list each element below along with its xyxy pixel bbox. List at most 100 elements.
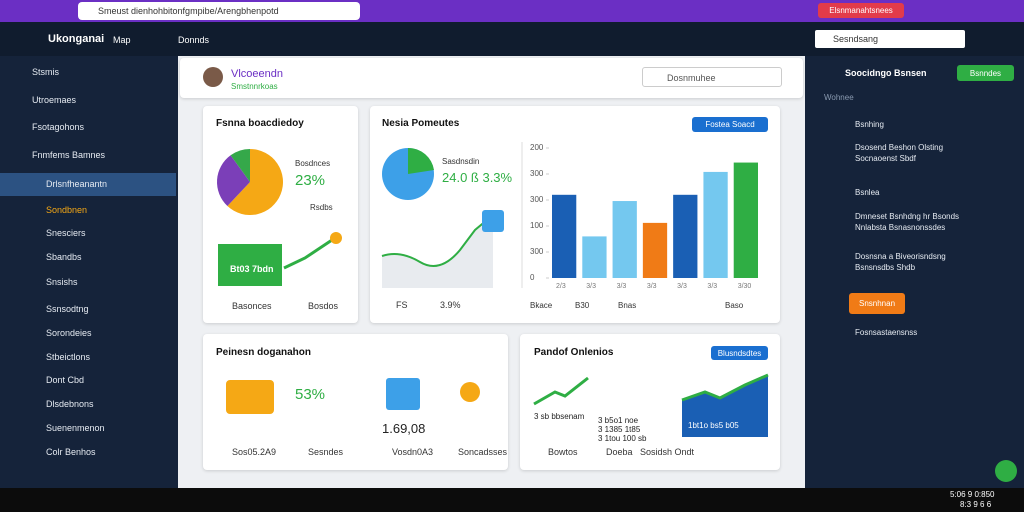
y-tick-label: 0 xyxy=(530,273,535,282)
label: Soncadsses xyxy=(458,447,508,457)
button[interactable]: Fostea Soacd xyxy=(692,117,768,132)
label: 23% xyxy=(295,172,326,189)
label: Basonces xyxy=(232,301,272,311)
nav-item[interactable]: Dlsdebnons xyxy=(46,399,94,409)
x-tick-label: 3/30 xyxy=(737,283,752,290)
label: FS xyxy=(396,300,408,310)
nav-item[interactable]: Sorondeies xyxy=(46,328,92,338)
nav-item[interactable]: Sondbnen xyxy=(46,205,88,215)
profile-search[interactable]: Dosnmuhee xyxy=(642,67,782,87)
y-tick-label: 200 xyxy=(530,143,544,152)
label: 24.0 ß 3.3% xyxy=(442,170,513,185)
label: 1bt1o bs5 b05 xyxy=(688,421,739,430)
area xyxy=(682,375,768,437)
x-tick-label: 3/3 xyxy=(646,283,657,290)
logo: Ukonganai xyxy=(48,33,105,45)
menu[interactable]: Map xyxy=(113,35,131,45)
profile-bar xyxy=(180,58,803,98)
panel-item[interactable]: Dmneset Bsnhdng hr Bsonds xyxy=(855,212,960,221)
button[interactable]: Snsnhnan xyxy=(849,293,905,314)
profile-subtitle: Smstnnrkoas xyxy=(231,82,278,91)
card-title: Fsnna boacdiedoy xyxy=(216,118,304,129)
label: 1.69,08 xyxy=(382,421,426,436)
button[interactable]: Blusndsdtes xyxy=(711,346,768,360)
donut-part xyxy=(408,147,434,174)
label: Rsdbs xyxy=(310,203,333,212)
profile-name: Vlcoeendn xyxy=(231,68,283,80)
legend: Bnas xyxy=(618,301,637,310)
bar xyxy=(612,201,637,278)
right-panel xyxy=(805,56,1024,488)
legend: Baso xyxy=(725,301,744,310)
label: Bosdos xyxy=(308,301,339,311)
coin xyxy=(330,232,342,244)
label: 3 b5o1 noe xyxy=(598,416,639,425)
y-tick-label: 300 xyxy=(530,247,544,256)
line xyxy=(533,376,589,406)
nav-item[interactable]: Fnmfems Bamnes xyxy=(32,150,106,160)
bar xyxy=(552,194,577,278)
panel-item[interactable]: Nnlabsta Bsnasnonssdes xyxy=(855,223,946,232)
nav-item[interactable]: Fsotagohons xyxy=(32,122,85,132)
window-icon xyxy=(386,378,420,410)
label: Wohnee xyxy=(824,93,854,102)
panel-item[interactable]: Bsnhing xyxy=(855,120,884,129)
tab[interactable]: Smeust dienhohbitonfgmpibe/Arengbhenpotd xyxy=(78,2,360,20)
nav-item[interactable]: Dont Cbd xyxy=(46,375,85,385)
nav-item[interactable]: Colr Benhos xyxy=(46,447,96,457)
x-tick-label: 2/3 xyxy=(556,283,566,290)
nav-item[interactable]: Suenenmenon xyxy=(46,423,105,433)
panel-item[interactable]: Fosnsastaensnss xyxy=(855,328,918,337)
active-row xyxy=(0,173,176,196)
label: Vosdn0A3 xyxy=(392,447,434,457)
panel-item[interactable]: Dsosend Beshon Olsting xyxy=(855,143,944,152)
label: 3 1tou 100 sb xyxy=(598,434,647,443)
label: 8:3 9 6 6 xyxy=(960,500,992,509)
panel-item[interactable]: Bsnlea xyxy=(855,188,880,197)
card xyxy=(203,106,358,323)
y-tick-label: 100 xyxy=(530,221,544,230)
nav-item[interactable]: Utroemaes xyxy=(32,95,77,105)
search[interactable]: Sesndsang xyxy=(815,30,965,48)
bar xyxy=(703,171,728,278)
legend: Bkace xyxy=(530,301,553,310)
panel-item[interactable]: Socnaoenst Sbdf xyxy=(855,154,916,163)
bar xyxy=(673,194,698,278)
line xyxy=(381,214,494,267)
taskbar xyxy=(0,488,1024,512)
nav[interactable]: Donnds xyxy=(178,35,210,45)
card-title: Nesia Pomeutes xyxy=(382,118,460,129)
tag-icon xyxy=(482,210,504,232)
legend: B30 xyxy=(575,301,590,310)
bar xyxy=(582,236,607,278)
avatar xyxy=(203,67,223,87)
pie-slice xyxy=(217,155,250,207)
nav-item[interactable]: Snesciers xyxy=(46,228,86,238)
nav-item[interactable]: Stsmis xyxy=(32,67,59,77)
sidebar: Stsmis Utroemaes Fsotagohons Fnmfems Bamnes… xyxy=(0,56,178,488)
panel-item[interactable]: Dosnsna a Biveorisndsng xyxy=(855,252,946,261)
button[interactable]: Bsnndes xyxy=(957,65,1014,81)
browser-action[interactable]: Elsnmanahtsnees xyxy=(818,3,904,18)
label: Sasdnsdin xyxy=(442,157,480,166)
panel-item[interactable]: Bsnsnsdbs Shdb xyxy=(855,263,916,272)
label: Sesndes xyxy=(308,447,344,457)
nav-item[interactable]: Sbandbs xyxy=(46,252,82,262)
nav-item[interactable]: Ssnsodtng xyxy=(46,304,89,314)
nav-item[interactable]: Snsishs xyxy=(46,277,78,287)
label: Sosidsh Ondt xyxy=(640,447,695,457)
bar xyxy=(733,162,758,278)
label: Bowtos xyxy=(548,447,578,457)
trend xyxy=(283,236,336,270)
label: 3.9% xyxy=(440,300,461,310)
box-icon xyxy=(226,380,274,414)
x-tick-label: 3/3 xyxy=(616,283,627,290)
x-tick-label: 3/3 xyxy=(586,283,597,290)
card-title: Peinesn doganahon xyxy=(216,347,312,358)
nav-item[interactable]: Drlsnfheanantn xyxy=(46,179,108,189)
fab[interactable] xyxy=(995,460,1017,482)
nav-item[interactable]: Stbeictlons xyxy=(46,352,91,362)
badge-box xyxy=(218,244,282,286)
line xyxy=(681,373,769,402)
